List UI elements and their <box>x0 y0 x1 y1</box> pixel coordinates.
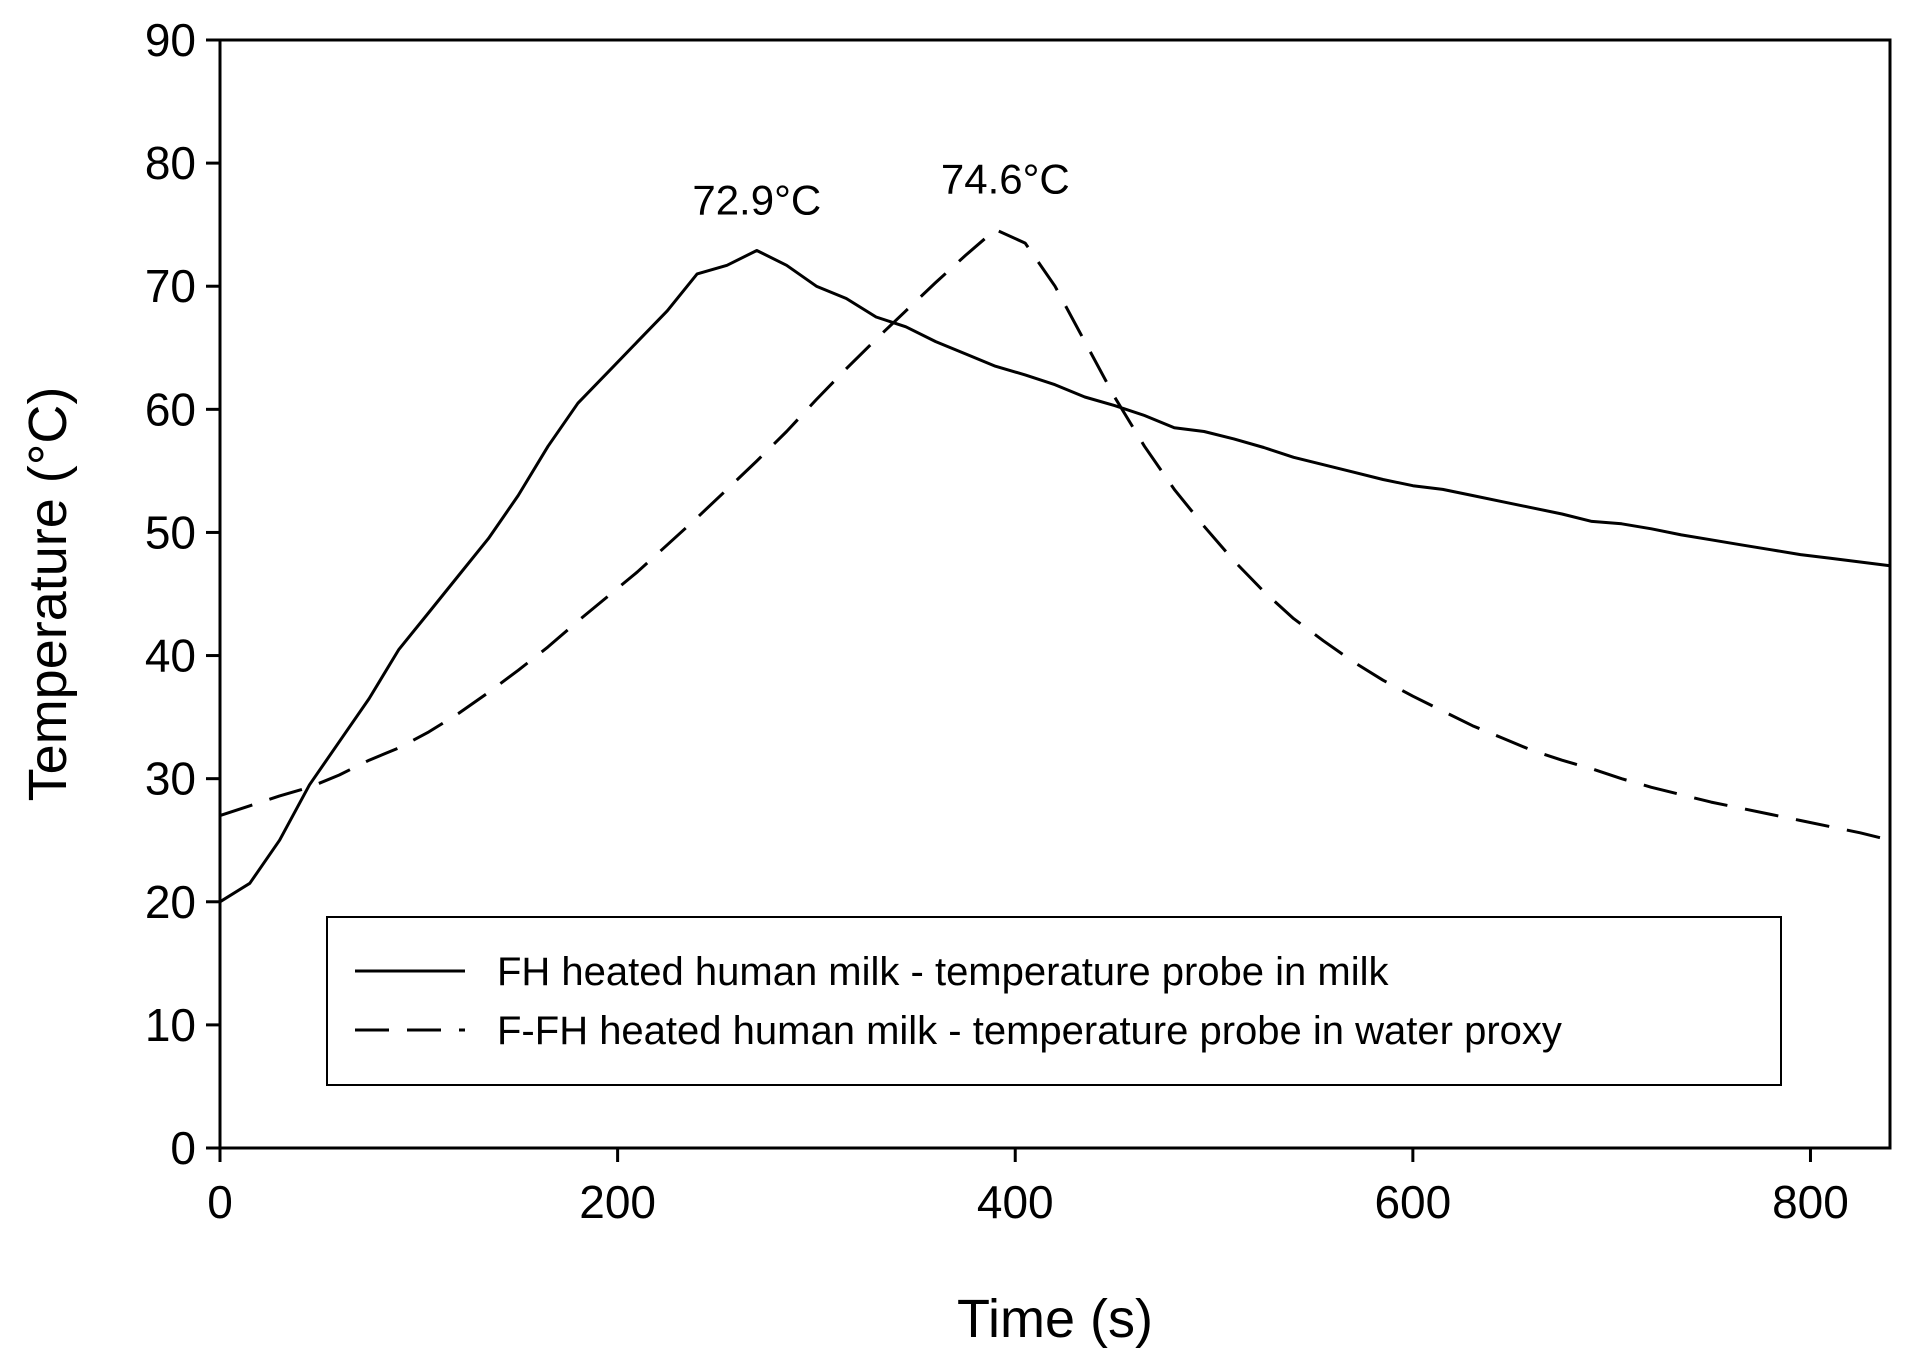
legend-label-milk-probe: FH heated human milk - temperature probe… <box>497 950 1389 994</box>
annotations: 72.9°C 74.6°C <box>692 156 1069 224</box>
series-layer <box>219 228 1891 904</box>
legend-box <box>326 916 1782 1086</box>
x-tick-label: 800 <box>1772 1176 1849 1228</box>
plot-frame <box>218 38 1892 1150</box>
legend: FH heated human milk - temperature probe… <box>326 916 1782 1086</box>
y-tick-label: 40 <box>145 630 196 682</box>
y-tick-label: 70 <box>145 260 196 312</box>
x-tick-label: 400 <box>977 1176 1054 1228</box>
y-tick-label: 10 <box>145 999 196 1051</box>
x-axis-ticks: 0 200 400 600 800 <box>207 1148 1849 1228</box>
series-line-milk-probe <box>219 249 1891 904</box>
peak-annotation: 74.6°C <box>941 156 1070 203</box>
y-tick-label: 60 <box>145 383 196 435</box>
x-tick-label: 600 <box>1374 1176 1451 1228</box>
x-axis-title: Time (s) <box>957 1289 1153 1349</box>
peak-annotation: 72.9°C <box>692 177 821 224</box>
x-tick-label: 200 <box>579 1176 656 1228</box>
y-tick-label: 90 <box>145 14 196 66</box>
y-tick-label: 80 <box>145 137 196 189</box>
y-tick-label: 20 <box>145 876 196 928</box>
y-tick-label: 30 <box>145 753 196 805</box>
x-tick-label: 0 <box>207 1176 233 1228</box>
y-axis-ticks: 0 10 20 30 40 50 60 70 80 90 <box>145 14 220 1174</box>
y-tick-label: 50 <box>145 506 196 558</box>
y-tick-label: 0 <box>170 1122 196 1174</box>
legend-label-water-proxy: F-FH heated human milk - temperature pro… <box>497 1009 1562 1053</box>
series-line-water-proxy <box>219 228 1891 842</box>
y-axis-title: Temperature (°C) <box>18 387 78 802</box>
